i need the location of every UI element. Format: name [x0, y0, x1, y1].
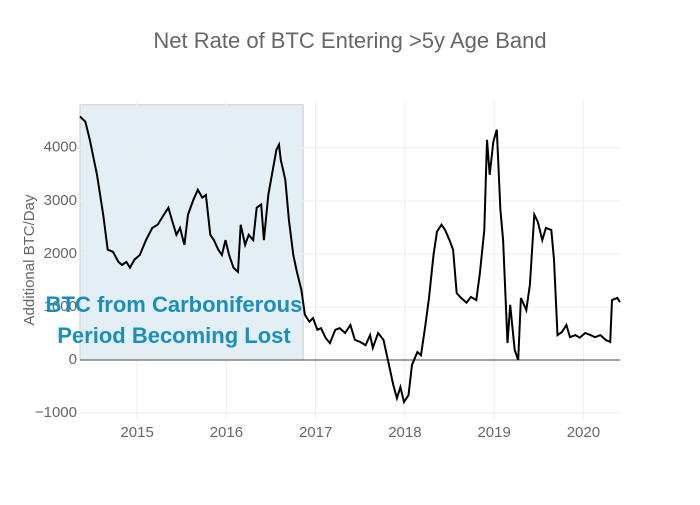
annotation: Period Becoming Lost	[57, 323, 291, 348]
y-axis-label: Additional BTC/Day	[21, 194, 38, 325]
x-tick-label: 2016	[210, 424, 243, 441]
x-tick-label: 2015	[120, 424, 153, 441]
line-series	[79, 115, 621, 405]
y-tick-label: 4000	[44, 139, 77, 156]
y-tick-label: −1000	[35, 404, 77, 421]
y-tick-label: 0	[69, 351, 77, 368]
x-tick-label: 2019	[477, 424, 510, 441]
y-tick-label: 1000	[44, 298, 77, 315]
shaded-region	[79, 104, 304, 361]
annotation: BTC from Carboniferous	[46, 292, 303, 317]
y-tick-label: 2000	[44, 245, 77, 262]
x-tick-label: 2017	[299, 424, 332, 441]
y-tick-label: 3000	[44, 192, 77, 209]
chart-title: Net Rate of BTC Entering >5y Age Band	[153, 28, 546, 53]
x-tick-label: 2020	[567, 424, 600, 441]
x-tick-label: 2018	[388, 424, 421, 441]
